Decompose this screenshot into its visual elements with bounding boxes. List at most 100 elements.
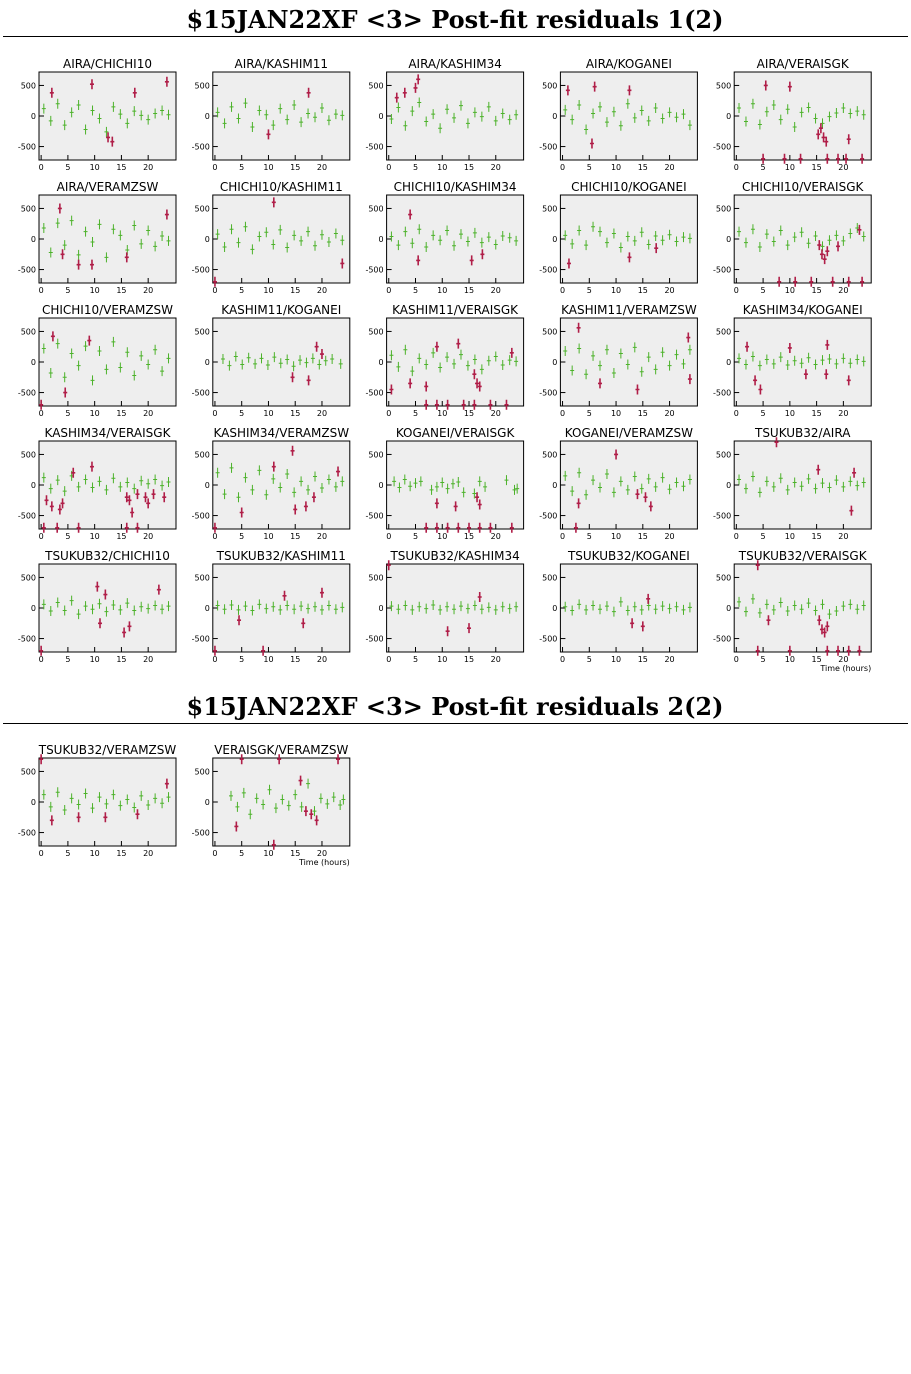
residual-point — [280, 794, 285, 805]
flagged-point — [301, 618, 306, 629]
residual-point — [271, 239, 276, 250]
plot-area — [38, 757, 177, 847]
x-tick-label: 10 — [437, 286, 447, 295]
flagged-point — [846, 276, 851, 287]
residual-point — [69, 215, 74, 226]
x-tick-label: 15 — [812, 409, 822, 418]
flagged-point — [576, 498, 581, 509]
residual-point — [90, 604, 95, 615]
residual-point — [338, 358, 343, 369]
x-tick-label: 10 — [263, 163, 273, 172]
residual-point — [118, 109, 123, 120]
residual-point — [413, 478, 418, 489]
x-tick-label: 10 — [263, 532, 273, 541]
x-tick-label: 0 — [734, 532, 739, 541]
flagged-point — [76, 812, 81, 823]
y-tick-label: -500 — [18, 143, 36, 152]
residual-point — [584, 124, 589, 135]
residual-point — [792, 355, 797, 366]
residual-point — [146, 603, 151, 614]
flagged-point — [290, 372, 295, 383]
flagged-point — [576, 322, 581, 333]
residual-point — [625, 484, 630, 495]
flagged-point — [822, 254, 827, 265]
residual-point — [806, 473, 811, 484]
residual-point — [278, 103, 283, 114]
residual-point — [577, 100, 582, 110]
residual-point — [153, 474, 158, 485]
residual-point — [166, 353, 171, 364]
residual-point — [215, 467, 220, 478]
flagged-point — [124, 522, 129, 533]
residual-point — [69, 595, 74, 606]
residual-point — [785, 360, 790, 371]
residual-point — [229, 224, 234, 235]
residual-point — [577, 225, 582, 236]
residual-point — [132, 605, 137, 616]
flagged-point — [755, 560, 760, 571]
residual-point — [848, 358, 853, 369]
residual-point — [160, 480, 165, 491]
residual-point — [646, 352, 651, 363]
flagged-point — [816, 464, 821, 475]
y-tick-label: 0 — [379, 235, 384, 244]
flagged-point — [857, 224, 862, 235]
x-tick-label: 0 — [734, 655, 739, 664]
residual-point — [153, 108, 158, 119]
residual-point — [813, 483, 818, 494]
residual-point — [667, 484, 672, 495]
residual-point — [452, 358, 457, 369]
flagged-point — [573, 522, 578, 533]
residual-point — [493, 115, 498, 126]
x-tick-label: 10 — [611, 532, 621, 541]
y-tick-label: 500 — [716, 573, 731, 582]
flagged-point — [686, 332, 691, 343]
x-tick-label: 20 — [838, 409, 848, 418]
flagged-point — [475, 492, 480, 503]
chart-title: AIRA/KOGANEI — [586, 57, 672, 71]
x-tick-label: 10 — [785, 655, 795, 664]
y-tick-label: 500 — [542, 327, 557, 336]
residual-point — [570, 605, 575, 616]
y-tick-label: 0 — [31, 235, 36, 244]
residual-point — [125, 598, 130, 609]
plot-area — [386, 71, 525, 161]
residual-point — [618, 120, 623, 131]
residual-point — [500, 230, 505, 241]
residual-point — [403, 226, 408, 237]
residual-point — [570, 114, 575, 125]
residual-point — [319, 483, 324, 494]
flagged-point — [76, 259, 81, 270]
x-tick-label: 15 — [812, 532, 822, 541]
residual-point — [146, 800, 151, 811]
residual-point — [674, 601, 679, 612]
residual-point — [243, 472, 248, 483]
x-tick-label: 20 — [838, 532, 848, 541]
residual-point — [841, 353, 846, 364]
residual-point — [820, 599, 825, 610]
plot-area — [212, 563, 351, 653]
residual-point — [111, 599, 116, 610]
x-tick-label: 15 — [638, 286, 648, 295]
y-tick-label: 500 — [542, 204, 557, 213]
residual-point — [417, 224, 422, 235]
y-tick-label: 500 — [195, 204, 210, 213]
residual-point — [452, 604, 457, 615]
chart-title: CHICHI10/KASHIM11 — [220, 180, 343, 194]
residual-point — [855, 604, 860, 615]
residual-point — [486, 355, 491, 366]
flagged-point — [836, 241, 841, 252]
residual-point — [389, 231, 394, 242]
flagged-point — [598, 378, 603, 389]
residual-point — [312, 806, 317, 817]
flagged-point — [627, 252, 632, 263]
residual-point — [55, 475, 60, 486]
chart-title: KASHIM34/KOGANEI — [743, 303, 863, 317]
residual-point — [292, 604, 297, 615]
residual-point — [160, 230, 165, 241]
x-tick-label: 10 — [90, 286, 100, 295]
chart-title: TSUKUB32/CHICHI10 — [44, 549, 170, 563]
residual-point — [310, 353, 315, 364]
x-tick-label: 15 — [464, 409, 474, 418]
residual-point — [611, 487, 616, 498]
